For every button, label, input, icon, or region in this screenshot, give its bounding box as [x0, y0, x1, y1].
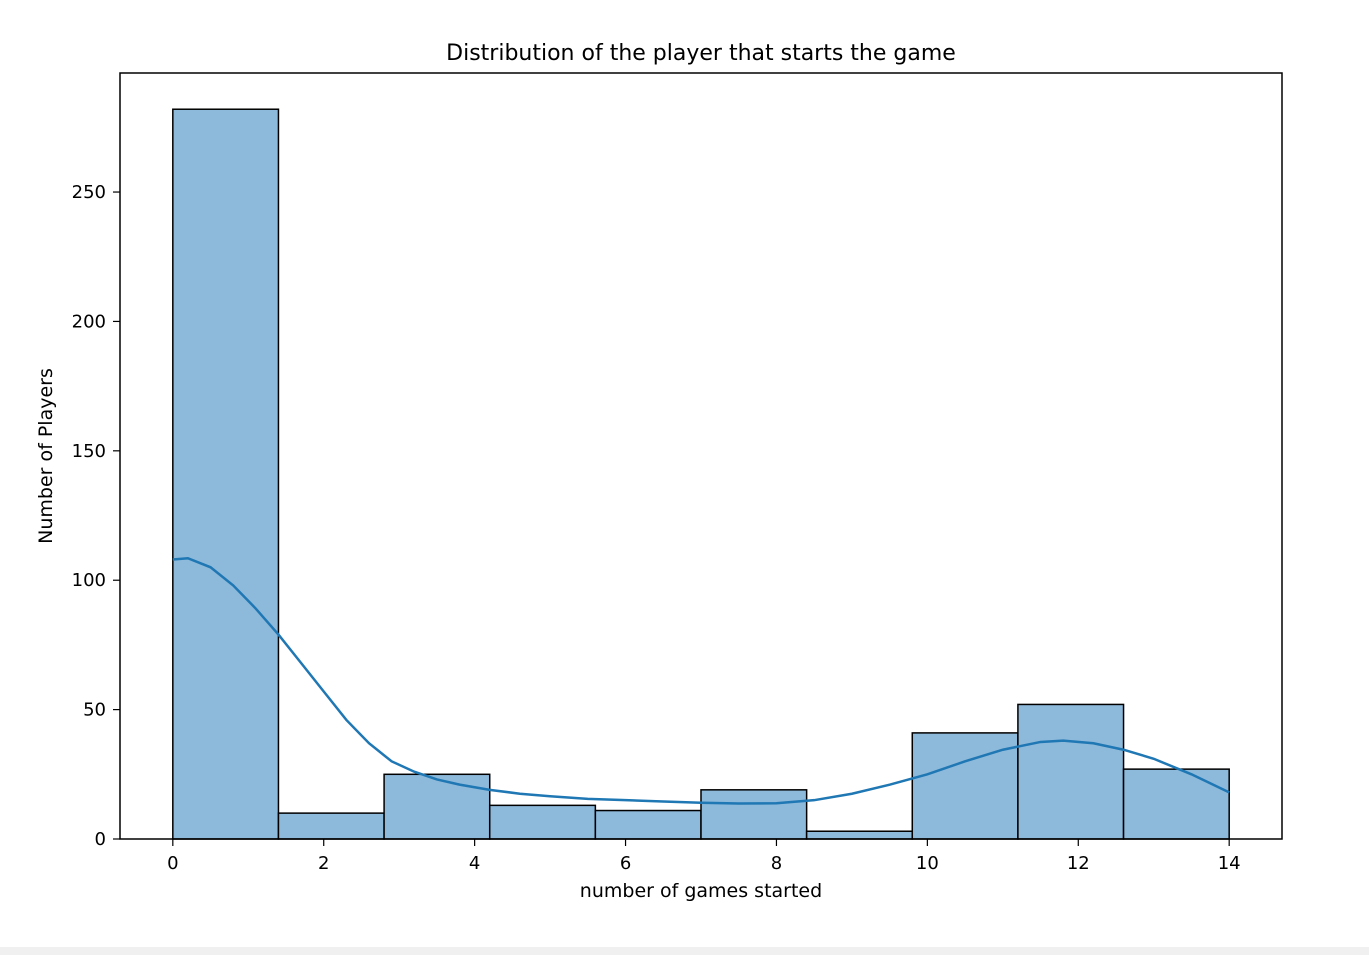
x-tick-label: 0	[167, 853, 178, 874]
x-tick-label: 14	[1218, 853, 1241, 874]
x-tick-label: 10	[916, 853, 939, 874]
x-axis-ticks: 0 2 4 6 8 10 12 14	[167, 839, 1241, 874]
y-tick-label: 50	[83, 700, 106, 721]
y-tick-label: 100	[72, 570, 106, 591]
y-axis-label: Number of Players	[35, 368, 57, 544]
y-axis-ticks: 0 50 100 150 200 250	[72, 182, 120, 850]
y-tick-label: 200	[72, 311, 106, 332]
y-tick-label: 0	[95, 829, 106, 850]
kde-curve	[172, 556, 1230, 805]
histogram-bar-9	[1122, 768, 1230, 840]
x-axis-label: number of games started	[580, 880, 822, 902]
x-tick-label: 2	[318, 853, 329, 874]
histogram-bar-8	[1017, 703, 1125, 840]
y-tick-label: 250	[72, 182, 106, 203]
x-tick-label: 8	[771, 853, 782, 874]
y-tick-label: 150	[72, 441, 106, 462]
histogram-bar-6	[805, 830, 914, 840]
chart-title: Distribution of the player that starts t…	[446, 41, 956, 66]
x-tick-label: 12	[1067, 853, 1090, 874]
plot-frame	[119, 72, 1283, 840]
bottom-strip	[0, 947, 1369, 955]
histogram-bar-1	[277, 812, 385, 840]
histogram-bar-4	[594, 809, 702, 840]
histogram-bar-2	[383, 773, 491, 840]
histogram-bar-5	[700, 789, 808, 840]
histogram-bar-0	[172, 108, 280, 840]
bars-layer	[172, 108, 1230, 840]
x-tick-label: 6	[620, 853, 631, 874]
x-tick-label: 4	[469, 853, 480, 874]
histogram-bar-3	[488, 804, 597, 840]
